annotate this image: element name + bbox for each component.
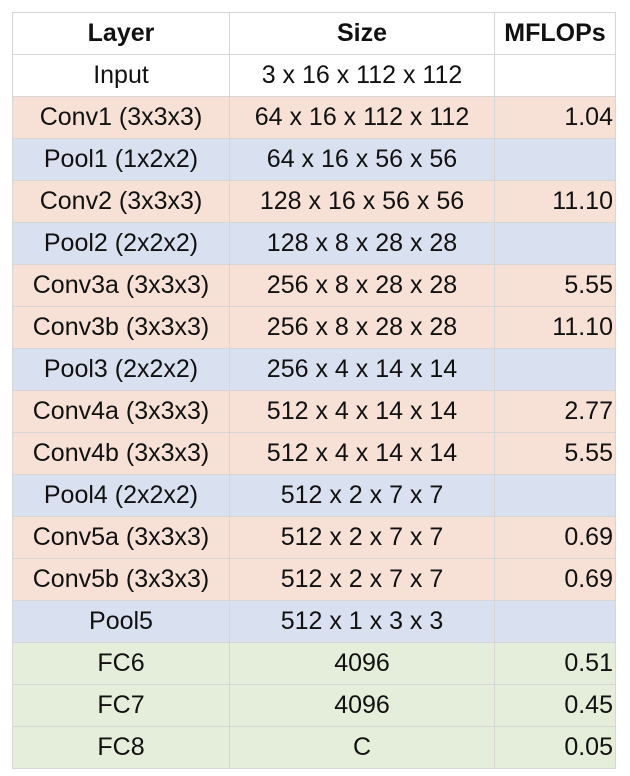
mflops-cell: 11.10: [494, 180, 616, 223]
layer-name-cell: Pool5: [12, 600, 230, 643]
table-row: Pool1 (1x2x2) 64 x 16 x 56 x 56: [12, 138, 616, 181]
layer-name-cell: Pool1 (1x2x2): [12, 138, 230, 181]
mflops-cell: 0.69: [494, 516, 616, 559]
table-row: Conv5b (3x3x3) 512 x 2 x 7 x 7 0.69: [12, 558, 616, 601]
header-row: Layer Size MFLOPs: [12, 12, 616, 55]
layer-name-cell: Pool3 (2x2x2): [12, 348, 230, 391]
table-row: Input 3 x 16 x 112 x 112: [12, 54, 616, 97]
size-cell: 256 x 4 x 14 x 14: [229, 348, 495, 391]
mflops-cell: [494, 600, 616, 643]
mflops-cell: 5.55: [494, 432, 616, 475]
layer-name-cell: Conv2 (3x3x3): [12, 180, 230, 223]
table-body: Input 3 x 16 x 112 x 112 Conv1 (3x3x3) 64 x…: [12, 54, 616, 769]
layer-name-cell: FC8: [12, 726, 230, 769]
size-cell: 64 x 16 x 112 x 112: [229, 96, 495, 139]
size-cell: 64 x 16 x 56 x 56: [229, 138, 495, 181]
size-cell: 512 x 2 x 7 x 7: [229, 558, 495, 601]
layer-name-cell: Conv4a (3x3x3): [12, 390, 230, 433]
mflops-cell: 11.10: [494, 306, 616, 349]
size-cell: 128 x 8 x 28 x 28: [229, 222, 495, 265]
mflops-cell: [494, 138, 616, 181]
size-cell: 512 x 4 x 14 x 14: [229, 432, 495, 475]
layer-name-cell: Pool4 (2x2x2): [12, 474, 230, 517]
mflops-cell: 2.77: [494, 390, 616, 433]
table-row: Conv1 (3x3x3) 64 x 16 x 112 x 112 1.04: [12, 96, 616, 139]
layer-name-cell: FC6: [12, 642, 230, 685]
table-row: Conv4b (3x3x3) 512 x 4 x 14 x 14 5.55: [12, 432, 616, 475]
table-row: FC7 4096 0.45: [12, 684, 616, 727]
layer-name-cell: Conv4b (3x3x3): [12, 432, 230, 475]
size-cell: 512 x 4 x 14 x 14: [229, 390, 495, 433]
layer-name-cell: Conv5b (3x3x3): [12, 558, 230, 601]
size-cell: 4096: [229, 684, 495, 727]
table-row: Conv3b (3x3x3) 256 x 8 x 28 x 28 11.10: [12, 306, 616, 349]
table-row: FC8 C 0.05: [12, 726, 616, 769]
size-cell: 512 x 2 x 7 x 7: [229, 516, 495, 559]
table-row: Conv4a (3x3x3) 512 x 4 x 14 x 14 2.77: [12, 390, 616, 433]
mflops-cell: 5.55: [494, 264, 616, 307]
mflops-cell: 0.05: [494, 726, 616, 769]
layer-name-cell: Pool2 (2x2x2): [12, 222, 230, 265]
size-cell: 256 x 8 x 28 x 28: [229, 306, 495, 349]
table-row: Conv2 (3x3x3) 128 x 16 x 56 x 56 11.10: [12, 180, 616, 223]
mflops-cell: 0.69: [494, 558, 616, 601]
layer-name-cell: Conv3b (3x3x3): [12, 306, 230, 349]
size-cell: 128 x 16 x 56 x 56: [229, 180, 495, 223]
mflops-cell: [494, 54, 616, 97]
table-row: Pool2 (2x2x2) 128 x 8 x 28 x 28: [12, 222, 616, 265]
mflops-cell: 0.45: [494, 684, 616, 727]
table-row: Pool4 (2x2x2) 512 x 2 x 7 x 7: [12, 474, 616, 517]
mflops-cell: 0.51: [494, 642, 616, 685]
size-cell: 512 x 1 x 3 x 3: [229, 600, 495, 643]
size-cell: 3 x 16 x 112 x 112: [229, 54, 495, 97]
table-row: Pool3 (2x2x2) 256 x 4 x 14 x 14: [12, 348, 616, 391]
layer-name-cell: Input: [12, 54, 230, 97]
mflops-cell: [494, 222, 616, 265]
size-cell: C: [229, 726, 495, 769]
layer-name-cell: Conv3a (3x3x3): [12, 264, 230, 307]
layer-name-cell: Conv1 (3x3x3): [12, 96, 230, 139]
size-cell: 4096: [229, 642, 495, 685]
mflops-cell: [494, 474, 616, 517]
layer-name-cell: FC7: [12, 684, 230, 727]
header-mflops: MFLOPs: [494, 12, 616, 55]
table-row: Pool5 512 x 1 x 3 x 3: [12, 600, 616, 643]
header-layer: Layer: [12, 12, 230, 55]
table-row: Conv5a (3x3x3) 512 x 2 x 7 x 7 0.69: [12, 516, 616, 559]
header-size: Size: [229, 12, 495, 55]
layer-table: Layer Size MFLOPs Input 3 x 16 x 112 x 11…: [12, 12, 616, 769]
size-cell: 256 x 8 x 28 x 28: [229, 264, 495, 307]
mflops-cell: 1.04: [494, 96, 616, 139]
table-row: FC6 4096 0.51: [12, 642, 616, 685]
mflops-cell: [494, 348, 616, 391]
layer-name-cell: Conv5a (3x3x3): [12, 516, 230, 559]
size-cell: 512 x 2 x 7 x 7: [229, 474, 495, 517]
table-row: Conv3a (3x3x3) 256 x 8 x 28 x 28 5.55: [12, 264, 616, 307]
